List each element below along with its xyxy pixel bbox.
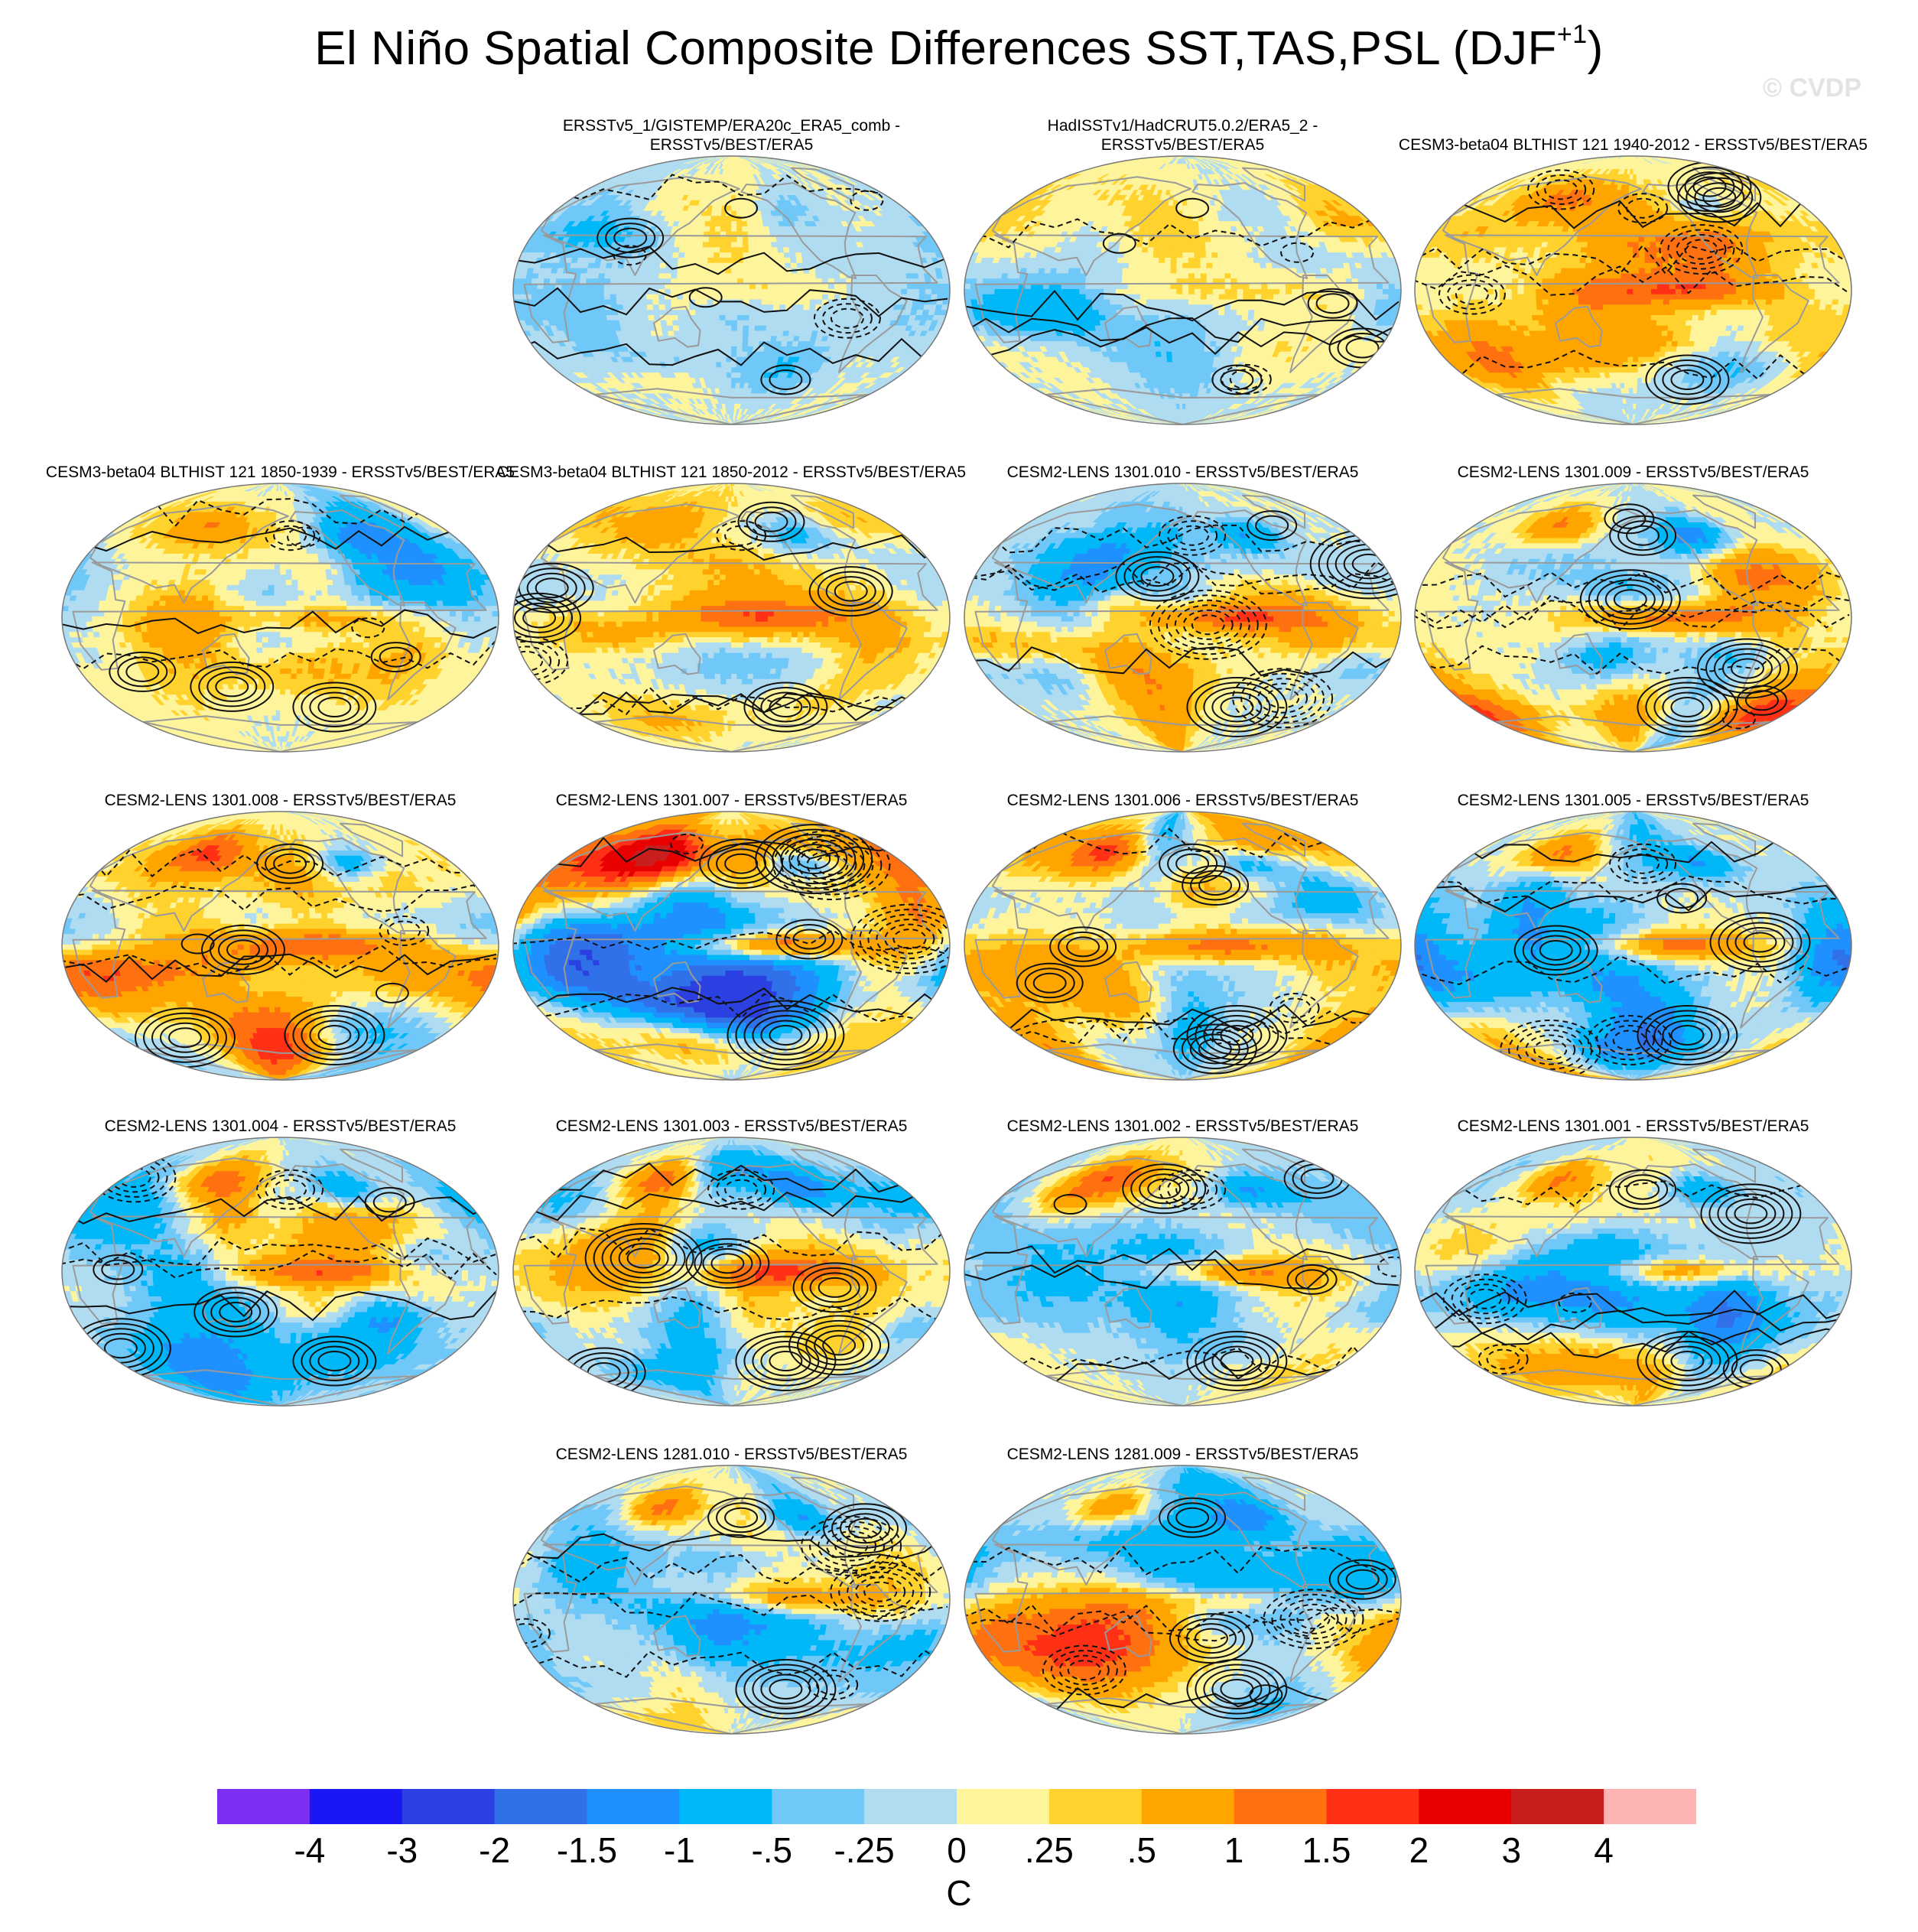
panel-title: CESM2-LENS 1301.001 - ERSSTv5/BEST/ERA5	[1379, 1117, 1887, 1136]
panel-title: CESM3-beta04 BLTHIST 121 1850-1939 - ERS…	[26, 463, 535, 482]
panel-title: ERSSTv5_1/GISTEMP/ERA20c_ERA5_comb - ERS…	[477, 116, 986, 154]
colorbar-swatch	[217, 1789, 310, 1824]
global-map	[1413, 1136, 1853, 1407]
colorbar-tick-label: 1	[1224, 1830, 1244, 1871]
map-panel: CESM2-LENS 1301.006 - ERSSTv5/BEST/ERA5	[959, 776, 1406, 1081]
colorbar-tick-label: -1	[664, 1830, 695, 1871]
panel-title: HadISSTv1/HadCRUT5.0.2/ERA5_2 - ERSSTv5/…	[928, 116, 1437, 154]
map-panel: CESM2-LENS 1301.010 - ERSSTv5/BEST/ERA5	[959, 447, 1406, 753]
global-map	[963, 482, 1403, 753]
panel-title: CESM2-LENS 1301.003 - ERSSTv5/BEST/ERA5	[477, 1117, 986, 1136]
colorbar-tick-label: .25	[1025, 1830, 1074, 1871]
colorbar-tick-label: 4	[1594, 1830, 1614, 1871]
map-panel: CESM2-LENS 1301.008 - ERSSTv5/BEST/ERA5	[57, 776, 504, 1081]
panel-title: CESM2-LENS 1301.004 - ERSSTv5/BEST/ERA5	[26, 1117, 535, 1136]
map-panel: CESM2-LENS 1301.005 - ERSSTv5/BEST/ERA5	[1409, 776, 1857, 1081]
colorbar-tick-label: 3	[1502, 1830, 1522, 1871]
global-map	[512, 1136, 951, 1407]
global-map	[512, 154, 951, 426]
colorbar-swatch	[1604, 1789, 1696, 1824]
colorbar-tick-label: -3	[386, 1830, 418, 1871]
global-map	[512, 810, 951, 1081]
panel-title: CESM2-LENS 1301.010 - ERSSTv5/BEST/ERA5	[928, 463, 1437, 482]
colorbar-swatch	[1419, 1789, 1511, 1824]
global-map	[1413, 810, 1853, 1081]
colorbar-swatch	[864, 1789, 957, 1824]
colorbar-swatch	[402, 1789, 495, 1824]
colorbar-swatch	[1327, 1789, 1419, 1824]
colorbar-swatch	[1142, 1789, 1234, 1824]
colorbar-swatch	[1049, 1789, 1142, 1824]
panel-title: CESM2-LENS 1301.009 - ERSSTv5/BEST/ERA5	[1379, 463, 1887, 482]
colorbar-swatch	[587, 1789, 680, 1824]
colorbar-svg	[217, 1789, 1696, 1824]
colorbar-swatch	[1234, 1789, 1327, 1824]
map-panel: CESM3-beta04 BLTHIST 121 1850-1939 - ERS…	[57, 447, 504, 753]
panel-title: CESM2-LENS 1301.006 - ERSSTv5/BEST/ERA5	[928, 791, 1437, 810]
map-panel: CESM2-LENS 1301.003 - ERSSTv5/BEST/ERA5	[508, 1101, 955, 1407]
figure-title: El Niño Spatial Composite Differences SS…	[0, 21, 1918, 76]
global-map	[1413, 154, 1853, 426]
colorbar-tick-label: -.5	[751, 1830, 792, 1871]
colorbar-swatch	[1511, 1789, 1604, 1824]
global-map	[60, 482, 500, 753]
map-panel: CESM2-LENS 1301.007 - ERSSTv5/BEST/ERA5	[508, 776, 955, 1081]
colorbar-tick-label: 2	[1409, 1830, 1429, 1871]
colorbar	[217, 1789, 1696, 1824]
colorbar-unit-label: C	[0, 1872, 1918, 1914]
colorbar-swatch	[495, 1789, 587, 1824]
panel-title: CESM2-LENS 1281.009 - ERSSTv5/BEST/ERA5	[928, 1445, 1437, 1464]
colorbar-tick-label: 1.5	[1302, 1830, 1351, 1871]
map-panel: CESM3-beta04 BLTHIST 121 1940-2012 - ERS…	[1409, 120, 1857, 426]
map-panel: CESM2-LENS 1301.004 - ERSSTv5/BEST/ERA5	[57, 1101, 504, 1407]
map-panel: ERSSTv5_1/GISTEMP/ERA20c_ERA5_comb - ERS…	[508, 120, 955, 426]
map-panel: CESM2-LENS 1281.010 - ERSSTv5/BEST/ERA5	[508, 1429, 955, 1735]
panel-title: CESM2-LENS 1301.005 - ERSSTv5/BEST/ERA5	[1379, 791, 1887, 810]
map-panel: CESM2-LENS 1281.009 - ERSSTv5/BEST/ERA5	[959, 1429, 1406, 1735]
colorbar-swatch	[310, 1789, 402, 1824]
global-map	[512, 482, 951, 753]
map-panel: CESM2-LENS 1301.009 - ERSSTv5/BEST/ERA5	[1409, 447, 1857, 753]
global-map	[512, 1464, 951, 1735]
panel-title: CESM3-beta04 BLTHIST 121 1850-2012 - ERS…	[477, 463, 986, 482]
map-panel: CESM2-LENS 1301.001 - ERSSTv5/BEST/ERA5	[1409, 1101, 1857, 1407]
global-map	[963, 810, 1403, 1081]
global-map	[60, 810, 500, 1081]
colorbar-swatch	[679, 1789, 772, 1824]
global-map	[1413, 482, 1853, 753]
figure-title-superscript: +1	[1557, 20, 1588, 49]
colorbar-tick-label: -.25	[834, 1830, 894, 1871]
panel-title: CESM2-LENS 1301.008 - ERSSTv5/BEST/ERA5	[26, 791, 535, 810]
map-panel: HadISSTv1/HadCRUT5.0.2/ERA5_2 - ERSSTv5/…	[959, 120, 1406, 426]
panel-title: CESM2-LENS 1301.007 - ERSSTv5/BEST/ERA5	[477, 791, 986, 810]
colorbar-tick-label: -1.5	[557, 1830, 617, 1871]
figure-title-text: El Niño Spatial Composite Differences SS…	[314, 22, 1557, 75]
map-panel: CESM2-LENS 1301.002 - ERSSTv5/BEST/ERA5	[959, 1101, 1406, 1407]
global-map	[963, 1464, 1403, 1735]
colorbar-tick-label: 0	[947, 1830, 967, 1871]
panel-title: CESM2-LENS 1301.002 - ERSSTv5/BEST/ERA5	[928, 1117, 1437, 1136]
global-map	[60, 1136, 500, 1407]
colorbar-tick-label: .5	[1127, 1830, 1156, 1871]
colorbar-tick-label: -4	[294, 1830, 325, 1871]
colorbar-tick-label: -2	[479, 1830, 510, 1871]
panel-title: CESM3-beta04 BLTHIST 121 1940-2012 - ERS…	[1379, 135, 1887, 154]
colorbar-swatch	[772, 1789, 864, 1824]
panel-title: CESM2-LENS 1281.010 - ERSSTv5/BEST/ERA5	[477, 1445, 986, 1464]
colorbar-swatch	[957, 1789, 1049, 1824]
global-map	[963, 1136, 1403, 1407]
figure-title-close: )	[1588, 22, 1604, 75]
map-panel: CESM3-beta04 BLTHIST 121 1850-2012 - ERS…	[508, 447, 955, 753]
global-map	[963, 154, 1403, 426]
cvdp-watermark: © CVDP	[1763, 73, 1861, 103]
colorbar-tick-labels: -4 -3 -2 -1.5 -1 -.5 -.25 0 .25 .5 1 1.5 2 3 4	[0, 1830, 1918, 1875]
